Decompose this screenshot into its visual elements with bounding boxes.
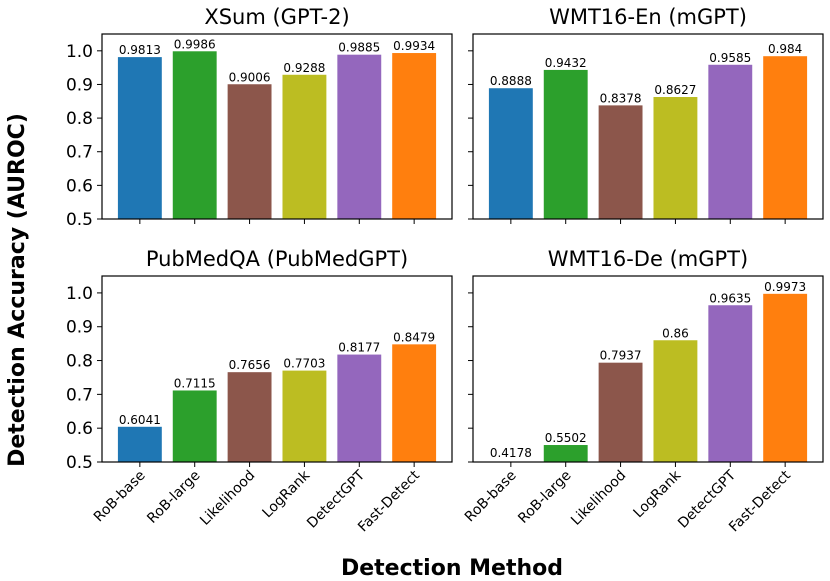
data-label: 0.8627 xyxy=(654,83,696,97)
panel-title: XSum (GPT-2) xyxy=(204,5,349,29)
data-label: 0.86 xyxy=(662,326,689,340)
data-label: 0.9635 xyxy=(709,291,751,305)
y-tick-label: 0.6 xyxy=(66,419,93,439)
x-tick-label: LogRank xyxy=(631,467,685,521)
bar-fast-detect xyxy=(763,293,808,462)
data-label: 0.9885 xyxy=(338,41,380,55)
bar-detectgpt xyxy=(708,305,753,462)
bar-rob-base xyxy=(488,88,533,219)
bar-likelihood xyxy=(227,84,272,219)
panel-2: PubMedQA (PubMedGPT) 0.6041 0.7115 0.7656 0.… xyxy=(66,247,453,535)
data-label: 0.8888 xyxy=(490,74,532,88)
axes-frame xyxy=(472,33,824,220)
panel-title: PubMedQA (PubMedGPT) xyxy=(146,247,408,271)
data-label: 0.8177 xyxy=(338,341,380,355)
x-tick-label: LogRank xyxy=(260,467,314,521)
data-label: 0.9986 xyxy=(174,37,216,51)
data-label: 0.7703 xyxy=(283,357,325,371)
x-tick-label: RoB-base xyxy=(91,468,149,526)
y-tick-label: 0.5 xyxy=(66,453,93,473)
bar-rob-base xyxy=(117,426,162,462)
x-tick-label: RoB-large xyxy=(515,468,574,527)
panel-1: WMT16-En (mGPT) 0.8888 0.9432 0.8378 0.8627 0… xyxy=(468,5,824,224)
data-label: 0.9006 xyxy=(229,70,271,84)
bar-rob-large xyxy=(543,445,588,462)
data-label: 0.8479 xyxy=(393,330,435,344)
x-tick-label: RoB-base xyxy=(462,468,520,526)
data-label: 0.4178 xyxy=(490,446,532,460)
x-tick-label: RoB-large xyxy=(144,468,203,527)
panel-3: WMT16-De (mGPT) 0.4178 0.5502 0.7937 0.86 0.9… xyxy=(462,247,824,535)
bar-fast-detect xyxy=(392,53,437,219)
data-label: 0.9934 xyxy=(393,39,435,53)
data-label: 0.6041 xyxy=(119,413,161,427)
y-tick-label: 1.0 xyxy=(66,42,93,62)
bar-likelihood xyxy=(598,105,643,219)
y-tick-label: 0.9 xyxy=(66,75,93,95)
y-tick-label: 0.7 xyxy=(66,143,93,163)
data-label: 0.8378 xyxy=(600,91,642,105)
bar-logrank xyxy=(282,74,327,219)
y-tick-label: 0.8 xyxy=(66,109,93,129)
y-axis-label: Detection Accuracy (AUROC) xyxy=(5,113,30,467)
bar-fast-detect xyxy=(392,344,437,462)
axes-frame xyxy=(101,33,453,220)
bar-detectgpt xyxy=(337,354,382,462)
y-tick-label: 0.7 xyxy=(66,385,93,405)
bar-detectgpt xyxy=(337,54,382,219)
data-label: 0.9813 xyxy=(119,43,161,57)
panel-title: WMT16-En (mGPT) xyxy=(549,5,747,29)
bar-rob-base xyxy=(117,57,162,219)
data-label: 0.7656 xyxy=(229,358,271,372)
data-label: 0.7115 xyxy=(174,376,216,390)
y-tick-label: 0.9 xyxy=(66,318,93,338)
bar-rob-large xyxy=(543,69,588,219)
bar-rob-large xyxy=(172,390,217,462)
x-tick-label: Likelihood xyxy=(568,468,629,529)
bar-logrank xyxy=(653,97,698,219)
panel-title: WMT16-De (mGPT) xyxy=(548,247,748,271)
bar-fast-detect xyxy=(763,56,808,219)
x-tick-label: Likelihood xyxy=(197,468,258,529)
y-tick-label: 0.5 xyxy=(66,210,93,230)
axes-frame xyxy=(472,275,824,463)
data-label: 0.5502 xyxy=(545,431,587,445)
bar-rob-large xyxy=(172,51,217,219)
axes-frame xyxy=(101,275,453,463)
y-tick-label: 0.8 xyxy=(66,352,93,372)
data-label: 0.9973 xyxy=(764,280,806,294)
data-label: 0.9288 xyxy=(283,61,325,75)
y-tick-label: 0.6 xyxy=(66,176,93,196)
data-label: 0.7937 xyxy=(600,349,642,363)
bar-likelihood xyxy=(598,362,643,462)
bar-logrank xyxy=(653,340,698,462)
x-axis-label: Detection Method xyxy=(341,556,563,581)
data-label: 0.984 xyxy=(768,42,802,56)
panel-0: XSum (GPT-2) 0.9813 0.9986 0.9006 0.9288 0.98… xyxy=(66,5,453,230)
y-tick-label: 1.0 xyxy=(66,284,93,304)
data-label: 0.9432 xyxy=(545,56,587,70)
bar-likelihood xyxy=(227,372,272,462)
bar-logrank xyxy=(282,370,327,462)
bar-detectgpt xyxy=(708,64,753,219)
data-label: 0.9585 xyxy=(709,51,751,65)
